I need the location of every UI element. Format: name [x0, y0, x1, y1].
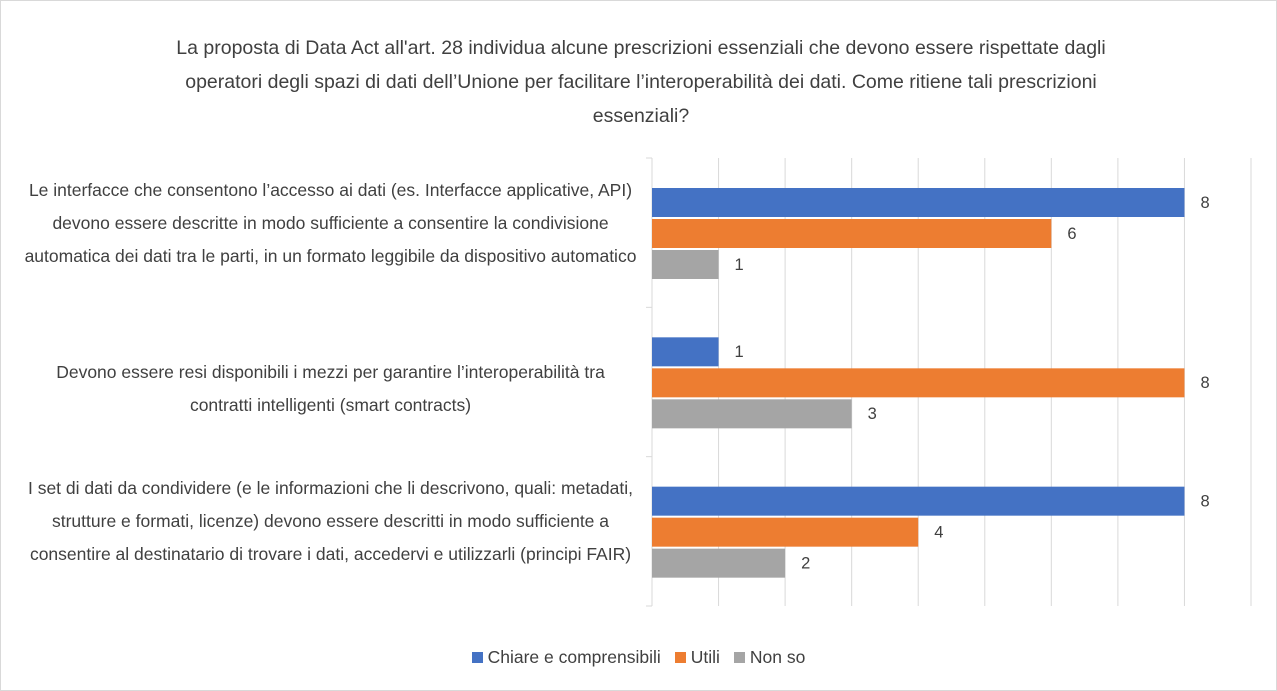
legend-swatch — [471, 652, 483, 663]
legend-label: Utili — [690, 647, 720, 667]
data-label: 8 — [1200, 194, 1209, 212]
legend-item: Chiare e comprensibili — [471, 647, 661, 668]
data-label: 3 — [868, 405, 877, 423]
legend-item: Utili — [674, 647, 720, 668]
bar — [652, 250, 719, 279]
bar — [652, 517, 919, 547]
bar — [652, 368, 1185, 398]
legend-item: Non so — [733, 647, 806, 668]
category-label: Le interfacce che consentono l’accesso a… — [24, 179, 637, 266]
data-label: 2 — [801, 555, 810, 573]
category-label: I set di dati da condividere (e le infor… — [27, 478, 634, 565]
legend-label: Non so — [749, 647, 806, 667]
data-label: 1 — [735, 343, 744, 361]
legend-swatch — [674, 652, 686, 663]
legend-swatch — [733, 652, 745, 663]
data-label: 8 — [1200, 493, 1209, 511]
legend: Chiare e comprensibili Utili Non so — [1, 647, 1276, 668]
chart-title: La proposta di Data Act all'art. 28 indi… — [176, 37, 1106, 127]
legend-label: Chiare e comprensibili — [487, 647, 661, 667]
data-label: 1 — [735, 256, 744, 274]
bar — [652, 219, 1052, 248]
bar — [652, 399, 852, 429]
bar — [652, 337, 719, 367]
data-label: 4 — [934, 524, 943, 542]
category-label: Devono essere resi disponibili i mezzi p… — [56, 362, 605, 415]
data-label: 8 — [1200, 374, 1209, 392]
bar — [652, 548, 786, 578]
bar — [652, 486, 1185, 516]
data-label: 6 — [1067, 225, 1076, 243]
bar — [652, 188, 1185, 217]
